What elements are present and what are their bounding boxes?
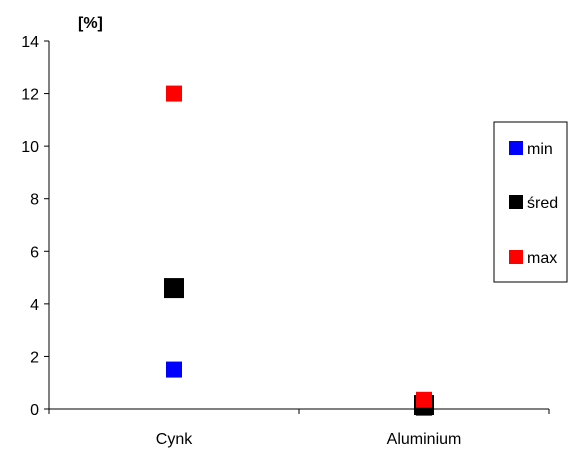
legend-swatch (509, 250, 523, 264)
legend-box (493, 121, 568, 283)
legend-label: śred (527, 195, 558, 212)
legend-swatch (509, 141, 523, 155)
data-points (164, 85, 434, 416)
y-tick-label: 6 (30, 244, 39, 261)
y-tick-label: 14 (21, 34, 39, 51)
point-max-cynk (166, 85, 182, 102)
y-axis-ticks: 0 2 4 6 8 10 12 14 (21, 34, 49, 419)
legend-label: min (527, 141, 553, 158)
x-tick-label: Aluminium (387, 431, 462, 448)
point-min-cynk (166, 361, 182, 378)
legend-label: max (527, 250, 557, 267)
point-śred-cynk (164, 278, 184, 299)
x-axis-ticks: Cynk Aluminium (48, 409, 550, 448)
y-axis-title: [%] (78, 15, 103, 32)
y-tick-label: 2 (30, 349, 39, 366)
legend-swatch (509, 195, 523, 209)
y-tick-label: 12 (21, 87, 39, 104)
x-tick-label: Cynk (156, 431, 193, 448)
y-tick-label: 10 (21, 139, 39, 156)
legend: min śred max (493, 121, 568, 283)
y-tick-label: 8 (30, 192, 39, 209)
y-tick-label: 0 (30, 402, 39, 419)
y-tick-label: 4 (30, 297, 39, 314)
point-max-aluminium (416, 391, 432, 408)
axes (48, 41, 549, 410)
